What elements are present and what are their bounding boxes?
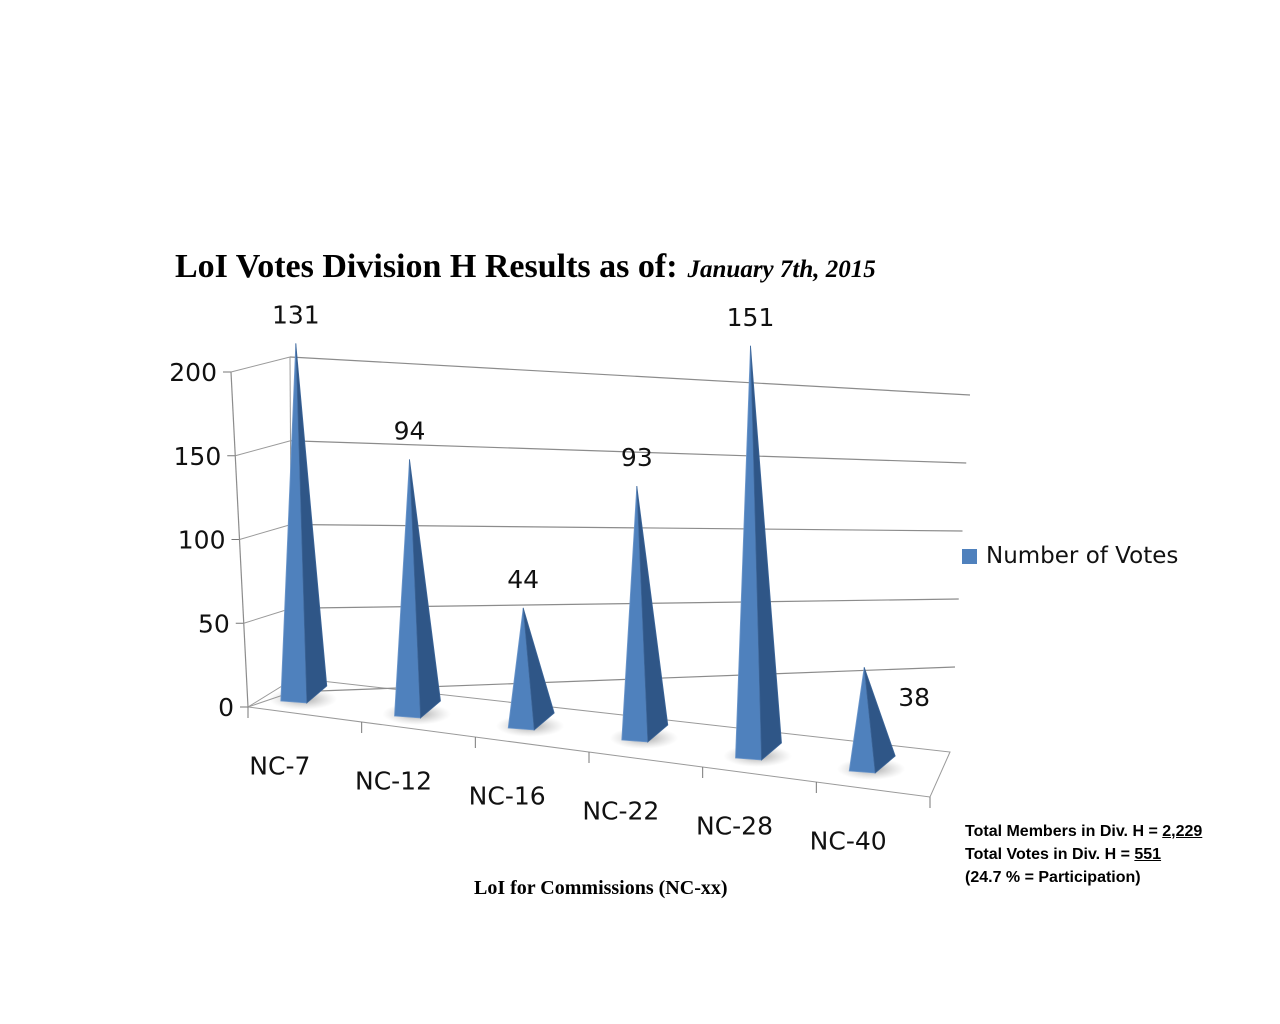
bar-nc-16 (507, 607, 555, 731)
y-tick-label: 50 (198, 609, 230, 638)
y-tick-label: 100 (178, 526, 226, 555)
gridline (290, 523, 963, 532)
data-label: 151 (727, 303, 775, 332)
data-label: 44 (507, 565, 539, 594)
bar-side-face (750, 345, 782, 761)
gridline (291, 666, 956, 693)
y-tick-label: 150 (174, 442, 222, 471)
chart-legend: Number of Votes (962, 543, 1178, 569)
gridline (291, 598, 959, 609)
y-tick-label: 0 (218, 693, 234, 722)
y-tick-label: 200 (169, 358, 217, 387)
x-tick-label: NC-12 (355, 767, 432, 796)
side-gridline (243, 607, 292, 624)
bar-side-face (295, 343, 328, 704)
members-note: Total Members in Div. H = 2,229 (965, 823, 1203, 840)
side-gridline (239, 524, 292, 540)
chart-floor (246, 677, 951, 798)
legend-label: Number of Votes (986, 543, 1179, 569)
votes-value: 551 (1134, 846, 1162, 863)
votes-note: Total Votes in Div. H = 551 (965, 846, 1162, 863)
gridline (290, 440, 967, 464)
legend-swatch (962, 548, 977, 564)
data-label: 94 (394, 416, 426, 445)
y-axis-line (230, 371, 249, 708)
bar-nc-28 (735, 345, 782, 761)
summary-notes: Total Members in Div. H = 2,229 Total Vo… (965, 820, 1202, 889)
x-tick-label: NC-22 (582, 797, 659, 826)
x-tick-label: NC-16 (469, 782, 546, 811)
bar-side-face (409, 459, 441, 719)
side-gridline (230, 356, 291, 373)
x-tick-label: NC-7 (249, 752, 310, 781)
bar-nc-12 (394, 459, 441, 719)
bar-side-face (863, 667, 896, 774)
bar-nc-40 (848, 667, 896, 774)
gridline (289, 356, 971, 396)
data-label: 131 (272, 300, 320, 329)
side-gridline (235, 440, 291, 457)
data-label: 93 (621, 443, 653, 472)
bar-side-face (522, 607, 555, 731)
x-tick-label: NC-28 (696, 812, 773, 841)
bar-nc-7 (280, 343, 328, 704)
chart-title-text: LoI Votes Division H Results as of: (175, 248, 678, 285)
x-tick-label: NC-40 (810, 827, 887, 856)
data-label: 38 (898, 683, 930, 712)
bar-nc-22 (621, 486, 669, 743)
members-value: 2,229 (1162, 823, 1203, 840)
chart-title-date: January 7th, 2015 (687, 256, 876, 283)
participation-note: (24.7 % = Participation) (965, 869, 1141, 886)
x-axis-title: LoI for Commissions (NC-xx) (474, 877, 728, 899)
bar-side-face (636, 486, 669, 743)
chart-title: LoI Votes Division H Results as of: Janu… (175, 248, 876, 286)
